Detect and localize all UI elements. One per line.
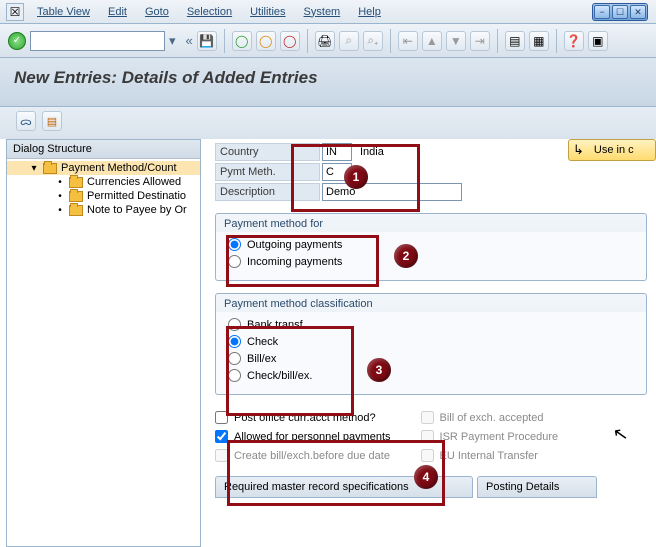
- check-create-bill: Create bill/exch.before due date: [215, 447, 391, 464]
- check-label: ISR Payment Procedure: [440, 431, 559, 443]
- save-icon[interactable]: 💾: [197, 31, 217, 51]
- first-page-icon[interactable]: ⇤: [398, 31, 418, 51]
- radio-outgoing[interactable]: Outgoing payments: [228, 236, 634, 253]
- command-dropdown-icon[interactable]: ▾: [169, 33, 176, 49]
- radio-incoming[interactable]: Incoming payments: [228, 253, 634, 270]
- tabstrip: Required master record specifications Po…: [215, 476, 656, 498]
- check-personnel[interactable]: Allowed for personnel payments: [215, 428, 391, 445]
- tree-label: Currencies Allowed: [87, 176, 181, 188]
- find-next-icon[interactable]: ⌕₊: [363, 31, 383, 51]
- radio-check[interactable]: Check: [228, 333, 634, 350]
- menu-selection[interactable]: Selection: [178, 3, 241, 21]
- last-page-icon[interactable]: ⇥: [470, 31, 490, 51]
- radio-bill-ex[interactable]: Bill/ex: [228, 350, 634, 367]
- description-input[interactable]: [322, 183, 462, 201]
- group-payment-method-for: Payment method for Outgoing payments Inc…: [215, 213, 647, 281]
- layout-menu-icon[interactable]: ▤: [505, 31, 525, 51]
- radio-label: Incoming payments: [247, 256, 342, 268]
- menu-table-view[interactable]: Table View: [28, 3, 99, 21]
- pymt-method-input[interactable]: [322, 163, 352, 181]
- radio-check-bill-ex[interactable]: Check/bill/ex.: [228, 367, 634, 384]
- label-pymt: Pymt Meth.: [215, 163, 320, 181]
- toolbar: ✓ ▾ « 💾 ◯ ◯ ◯ 🖨 ⌕ ⌕₊ ⇤ ▲ ▼ ⇥ ▤ ▦ ❓ ▣: [0, 24, 656, 58]
- radio-label: Check: [247, 336, 278, 348]
- local-layout-icon[interactable]: ▦: [529, 31, 549, 51]
- tech-help-icon[interactable]: ▣: [588, 31, 608, 51]
- radio-label: Bill/ex: [247, 353, 276, 365]
- tree-label: Note to Payee by Or: [87, 204, 187, 216]
- find-icon[interactable]: ⌕: [339, 31, 359, 51]
- folder-icon: [69, 191, 83, 202]
- group-title: Payment method classification: [216, 294, 646, 314]
- tab-required-master[interactable]: Required master record specifications: [215, 476, 473, 498]
- country-input[interactable]: [322, 143, 352, 161]
- prev-page-icon[interactable]: ▲: [422, 31, 442, 51]
- group-title: Payment method for: [216, 214, 646, 234]
- arrow-icon: ↳: [573, 142, 584, 158]
- use-label: Use in c: [594, 144, 634, 156]
- page-title: New Entries: Details of Added Entries: [0, 58, 656, 107]
- tree-node-note-payee[interactable]: • Note to Payee by Or: [7, 203, 200, 217]
- tree-node-payment-method-country[interactable]: ▾ Payment Method/Count: [7, 161, 200, 175]
- check-bill-accepted: Bill of exch. accepted: [421, 409, 559, 426]
- radio-label: Outgoing payments: [247, 239, 342, 251]
- history-chevron-icon[interactable]: «: [186, 33, 193, 48]
- folder-icon: [69, 205, 83, 216]
- cancel-icon[interactable]: ◯: [280, 31, 300, 51]
- tree-toggle-icon[interactable]: ▾: [29, 163, 39, 174]
- tree-header: Dialog Structure: [7, 140, 200, 159]
- tree-label: Payment Method/Count: [61, 162, 177, 174]
- menu-goto[interactable]: Goto: [136, 3, 178, 21]
- menu-utilities[interactable]: Utilities: [241, 3, 294, 21]
- command-field[interactable]: [30, 31, 165, 51]
- menu-exit-icon[interactable]: ☒: [6, 3, 24, 21]
- check-label: EU Internal Transfer: [440, 450, 538, 462]
- check-label: Post office curr.acct method?: [234, 412, 376, 424]
- dialog-structure-tree[interactable]: Dialog Structure ▾ Payment Method/Count …: [6, 139, 201, 547]
- label-desc: Description: [215, 183, 320, 201]
- check-label: Allowed for personnel payments: [234, 431, 391, 443]
- minimize-button[interactable]: −: [594, 5, 610, 19]
- tree-node-destination[interactable]: • Permitted Destinatio: [7, 189, 200, 203]
- folder-icon: [43, 163, 57, 174]
- folder-icon: [69, 177, 83, 188]
- menubar: ☒ Table View Edit Goto Selection Utiliti…: [0, 0, 656, 24]
- maximize-button[interactable]: ☐: [612, 5, 628, 19]
- back-icon[interactable]: ◯: [232, 31, 252, 51]
- glasses-icon[interactable]: ᯅ: [16, 111, 36, 131]
- enter-ok-button[interactable]: ✓: [8, 32, 26, 50]
- radio-label: Bank transf: [247, 319, 303, 331]
- close-button[interactable]: ✕: [630, 5, 646, 19]
- check-post-office[interactable]: Post office curr.acct method?: [215, 409, 391, 426]
- check-label: Create bill/exch.before due date: [234, 450, 390, 462]
- radio-label: Check/bill/ex.: [247, 370, 312, 382]
- print-icon[interactable]: 🖨: [315, 31, 335, 51]
- country-text: India: [360, 146, 384, 158]
- check-isr: ISR Payment Procedure: [421, 428, 559, 445]
- delimit-icon[interactable]: ▤: [42, 111, 62, 131]
- app-toolbar: ᯅ ▤: [0, 107, 656, 139]
- radio-bank-transfer[interactable]: Bank transf: [228, 316, 634, 333]
- tree-label: Permitted Destinatio: [87, 190, 186, 202]
- label-country: Country: [215, 143, 320, 161]
- tree-node-currencies[interactable]: • Currencies Allowed: [7, 175, 200, 189]
- use-in-cc-button[interactable]: ↳ Use in c: [568, 139, 656, 161]
- exit-icon[interactable]: ◯: [256, 31, 276, 51]
- menu-edit[interactable]: Edit: [99, 3, 136, 21]
- menu-help[interactable]: Help: [349, 3, 390, 21]
- help-f1-icon[interactable]: ❓: [564, 31, 584, 51]
- menu-system[interactable]: System: [295, 3, 350, 21]
- check-eu-transfer: EU Internal Transfer: [421, 447, 559, 464]
- group-payment-method-classification: Payment method classification Bank trans…: [215, 293, 647, 395]
- detail-form: ↳ Use in c Country India Pymt Meth. Desc…: [207, 139, 656, 547]
- tab-posting-details[interactable]: Posting Details: [477, 476, 597, 498]
- check-label: Bill of exch. accepted: [440, 412, 544, 424]
- next-page-icon[interactable]: ▼: [446, 31, 466, 51]
